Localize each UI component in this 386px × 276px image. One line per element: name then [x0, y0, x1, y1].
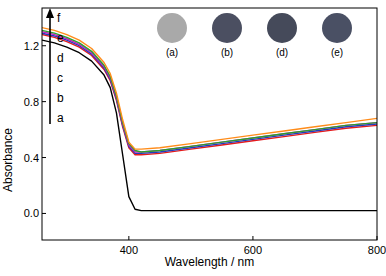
x-tick — [128, 236, 129, 240]
arrow-shaft — [49, 14, 51, 124]
y-tick — [42, 157, 46, 158]
x-tick-label: 800 — [368, 244, 386, 256]
y-tick — [42, 101, 46, 102]
y-axis-label: Absorbance — [1, 128, 15, 192]
inset-label: (a) — [166, 47, 178, 58]
y-tick-label: 0.4 — [24, 152, 39, 164]
inset-photo — [157, 13, 187, 43]
y-tick-label: 0.8 — [24, 96, 39, 108]
series-group — [42, 28, 377, 211]
series-line — [42, 28, 377, 150]
series-label: a — [57, 111, 64, 125]
series-label: e — [57, 31, 64, 45]
series-label: c — [57, 71, 63, 85]
x-tick — [252, 236, 253, 240]
plot-frame — [42, 8, 377, 240]
y-tick — [42, 45, 46, 46]
chart: 4006008000.00.40.81.2Wavelength / nmAbso… — [0, 0, 386, 276]
x-axis-label: Wavelength / nm — [165, 255, 255, 269]
arrow-head — [46, 8, 54, 18]
inset-label: (b) — [221, 47, 233, 58]
inset-label: (d) — [276, 47, 288, 58]
series-label: d — [57, 51, 64, 65]
y-tick-label: 1.2 — [24, 40, 39, 52]
x-tick — [377, 236, 378, 240]
inset-photo — [322, 13, 352, 43]
inset-photo — [267, 13, 297, 43]
inset-photo — [212, 13, 242, 43]
inset-label: (e) — [331, 47, 343, 58]
y-tick — [42, 213, 46, 214]
y-tick-label: 0.0 — [24, 207, 39, 219]
series-label: b — [57, 91, 64, 105]
series-label: f — [57, 11, 61, 25]
x-tick-label: 400 — [120, 244, 138, 256]
